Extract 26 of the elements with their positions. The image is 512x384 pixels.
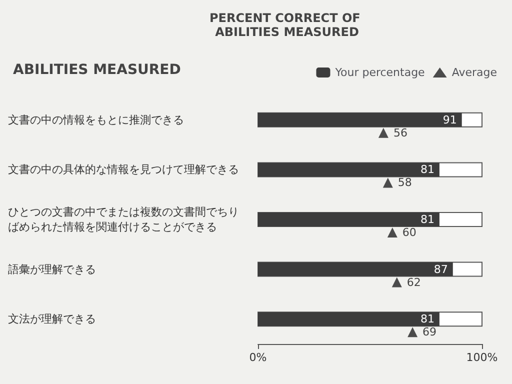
chart-title: PERCENT CORRECT OF ABILITIES MEASURED [209,11,365,39]
y-tick-label: ひとつの文書の中でまたは複数の文書間でちりばめられた情報を関連付けることができる [8,206,239,234]
data-label: 60 [402,226,416,239]
point [392,277,402,288]
x-tick-label: 100% [466,351,498,364]
y-tick-label: 語彙が理解できる [8,262,96,276]
point [387,228,398,238]
data-label: 81 [420,312,434,326]
data-label: 81 [420,163,434,176]
data-label: 58 [398,176,412,190]
point [408,327,418,338]
legend-label: Your percentage [334,66,426,79]
point [378,128,388,138]
data-label: 81 [420,213,434,226]
data-label: 87 [434,262,448,276]
point [382,178,393,188]
x-tick-label: 0% [249,351,267,364]
y-tick-label: 文書の中の情報をもとに推測できる [8,113,184,126]
y-axis-title: ABILITIES MEASURED [13,62,181,78]
data-label: 91 [442,113,457,126]
data-label: 56 [393,126,408,140]
legend-label: Average [452,66,498,79]
data-label: 69 [422,326,437,339]
y-tick-label: 文書の中の具体的な情報を見つけて理解できる [8,163,239,176]
y-tick-label: 文法が理解できる [8,312,96,326]
data-label: 62 [406,276,421,289]
